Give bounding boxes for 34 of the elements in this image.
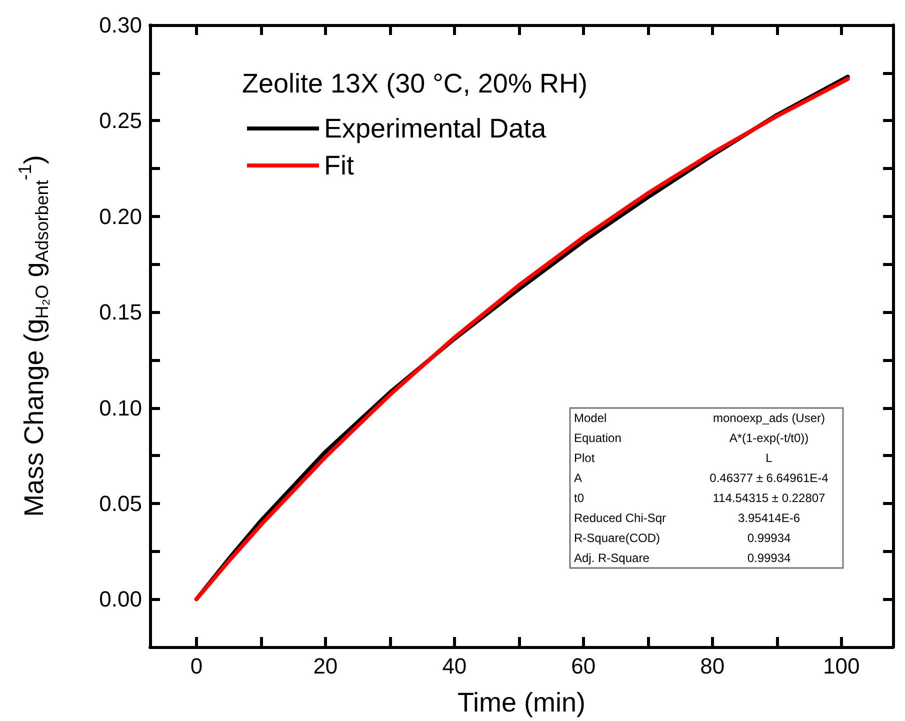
x-tick-label: 100: [823, 654, 860, 678]
annotation: Equation: [574, 431, 622, 445]
x-tick-label: 40: [442, 654, 467, 678]
legend-label: Fit: [324, 150, 354, 180]
annotation: monoexp_ads (User): [712, 411, 826, 425]
annotation: Plot: [574, 451, 596, 465]
y-tick-label: 0.15: [99, 300, 142, 325]
x-tick-label: 60: [571, 654, 596, 678]
annotation: 0.99934: [747, 531, 792, 545]
legend-title: Zeolite 13X (30 °C, 20% RH): [242, 68, 588, 98]
x-tick-label: 0: [190, 654, 203, 678]
x-axis-title: Time (min): [458, 688, 586, 718]
y-tick-label: 0.00: [99, 586, 142, 612]
y-tick-label: 0.25: [99, 108, 142, 134]
annotation: Model: [574, 411, 607, 425]
annotation: 3.95414E-6: [738, 511, 800, 525]
annotation: L: [766, 451, 773, 465]
annotation: Reduced Chi-Sqr: [574, 511, 666, 525]
y-tick-label: 0.30: [99, 12, 142, 38]
annotation: A*(1-exp(-t/t0)): [729, 431, 809, 445]
legend-label: Experimental Data: [324, 114, 548, 144]
y-tick-label: 0.10: [99, 395, 142, 420]
annotation: Adj. R-Square: [574, 551, 650, 565]
annotation: 114.54315 ± 0.22807: [712, 491, 826, 505]
x-tick-label: 20: [313, 654, 338, 678]
y-axis-title: Mass Change (gH₂O gAdsorbent-1): [15, 155, 52, 517]
annotation: 0.46377 ± 6.64961E-4: [710, 471, 829, 485]
annotation: R-Square(COD): [574, 531, 660, 545]
annotation: 0.99934: [747, 551, 792, 565]
y-tick-label: 0.05: [99, 490, 142, 516]
y-tick-label: 0.20: [99, 204, 142, 229]
annotation: A: [574, 471, 582, 485]
annotation: t0: [574, 491, 584, 505]
x-tick-label: 80: [700, 654, 725, 678]
